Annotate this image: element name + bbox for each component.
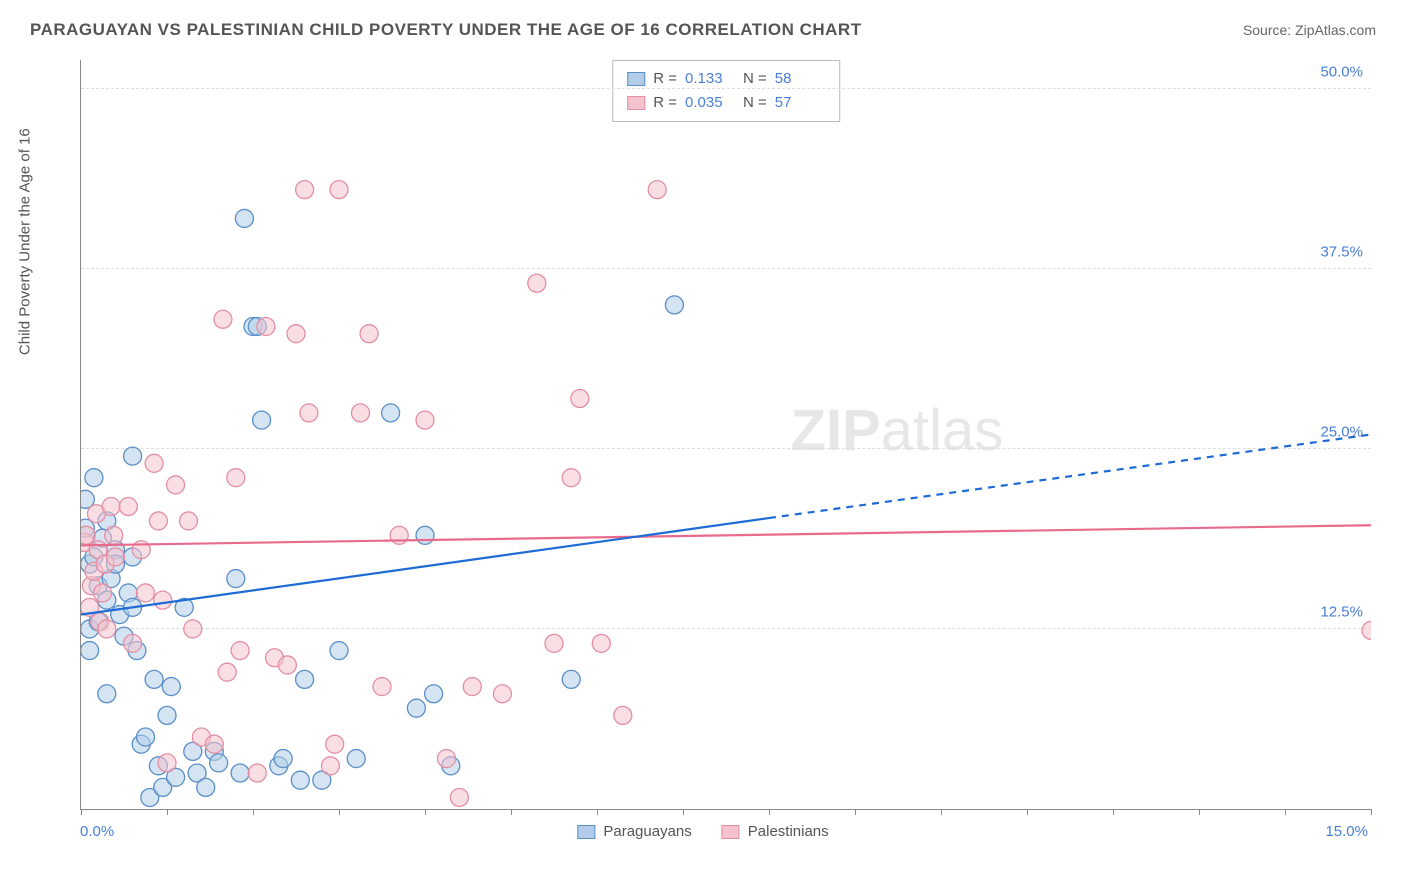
series-legend: Paraguayans Palestinians — [577, 823, 828, 840]
y-axis-label: Child Poverty Under the Age of 16 — [17, 128, 34, 355]
x-tick — [597, 809, 598, 815]
x-tick — [1113, 809, 1114, 815]
x-tick — [1371, 809, 1372, 815]
x-tick — [941, 809, 942, 815]
legend-label: Palestinians — [748, 823, 829, 840]
x-tick — [1027, 809, 1028, 815]
x-tick — [425, 809, 426, 815]
source-text: Source: ZipAtlas.com — [1243, 22, 1376, 38]
pink-swatch — [722, 825, 740, 839]
legend-label: Paraguayans — [603, 823, 691, 840]
x-tick — [339, 809, 340, 815]
x-tick — [253, 809, 254, 815]
blue-swatch — [577, 825, 595, 839]
legend-item: Paraguayans — [577, 823, 691, 840]
x-tick — [769, 809, 770, 815]
x-tick — [683, 809, 684, 815]
x-tick — [81, 809, 82, 815]
x-tick — [167, 809, 168, 815]
legend-item: Palestinians — [722, 823, 829, 840]
x-tick — [511, 809, 512, 815]
plot-area: ZIPatlas R =0.133N =58R =0.035N =57 12.5… — [80, 60, 1371, 810]
header-row: PARAGUAYAN VS PALESTINIAN CHILD POVERTY … — [30, 20, 1376, 40]
chart-wrapper: Child Poverty Under the Age of 16 ZIPatl… — [30, 50, 1376, 870]
x-axis-min-label: 0.0% — [80, 823, 114, 840]
x-axis-max-label: 15.0% — [1325, 823, 1368, 840]
x-tick — [855, 809, 856, 815]
x-tick — [1199, 809, 1200, 815]
chart-title: PARAGUAYAN VS PALESTINIAN CHILD POVERTY … — [30, 20, 862, 40]
scatter-svg — [81, 60, 1371, 809]
x-tick — [1285, 809, 1286, 815]
